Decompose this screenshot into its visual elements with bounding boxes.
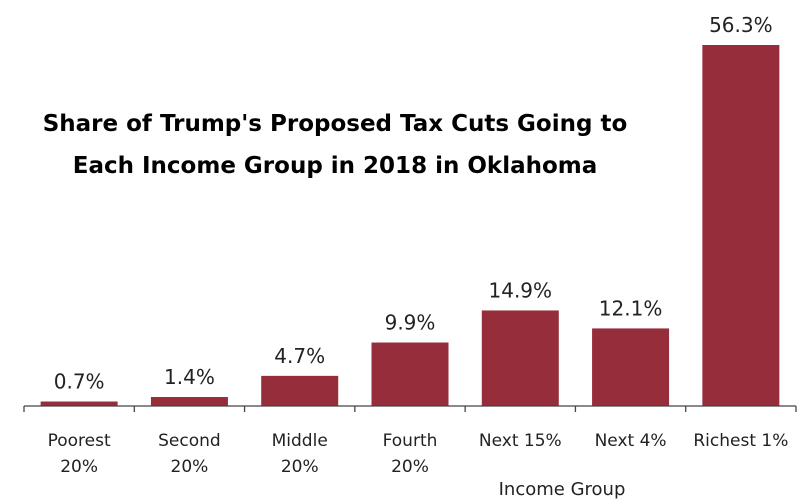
bar-value-label: 12.1% (599, 296, 663, 320)
x-axis-ticks (23, 406, 797, 412)
x-tick-label: Poorest (48, 431, 111, 451)
bar (40, 401, 118, 406)
bar-value-label: 9.9% (385, 311, 436, 335)
bar (592, 328, 670, 406)
x-tick-label: 20% (171, 457, 209, 477)
bar-value-label: 14.9% (489, 278, 553, 302)
chart-title-line-1: Share of Trump's Proposed Tax Cuts Going… (43, 111, 628, 137)
bar (261, 375, 339, 406)
x-tick-label: Next 4% (595, 431, 667, 451)
x-axis: Poorest 20% Second 20% Middle 20% Fourth 20% Nex… (23, 405, 797, 477)
x-tick-label: Richest 1% (693, 431, 788, 451)
x-tick-label: Second (158, 431, 221, 451)
bar-value-label: 1.4% (164, 365, 215, 389)
x-axis-title: Income Group (499, 479, 626, 500)
x-tick-label: Middle (272, 431, 328, 451)
x-tick-label: 20% (391, 457, 429, 477)
bar (150, 397, 228, 406)
bar-value-label: 0.7% (54, 370, 105, 394)
x-tick-label: Next 15% (479, 431, 562, 451)
value-labels-group: 0.7% 1.4% 4.7% 9.9% 14.9% 12.1% 56.3% (54, 13, 773, 394)
chart-title-line-2: Each Income Group in 2018 in Oklahoma (73, 153, 598, 179)
bar-value-label: 56.3% (709, 13, 773, 37)
bar (702, 45, 780, 406)
x-tick-label: 20% (281, 457, 319, 477)
x-tick-label: Fourth (383, 431, 438, 451)
x-axis-tick-labels: Poorest 20% Second 20% Middle 20% Fourth 20% Nex… (48, 431, 789, 477)
bar (371, 342, 449, 406)
bars-group (40, 45, 780, 406)
x-tick-label: 20% (60, 457, 98, 477)
bar-value-label: 4.7% (274, 344, 325, 368)
bar (481, 310, 559, 406)
